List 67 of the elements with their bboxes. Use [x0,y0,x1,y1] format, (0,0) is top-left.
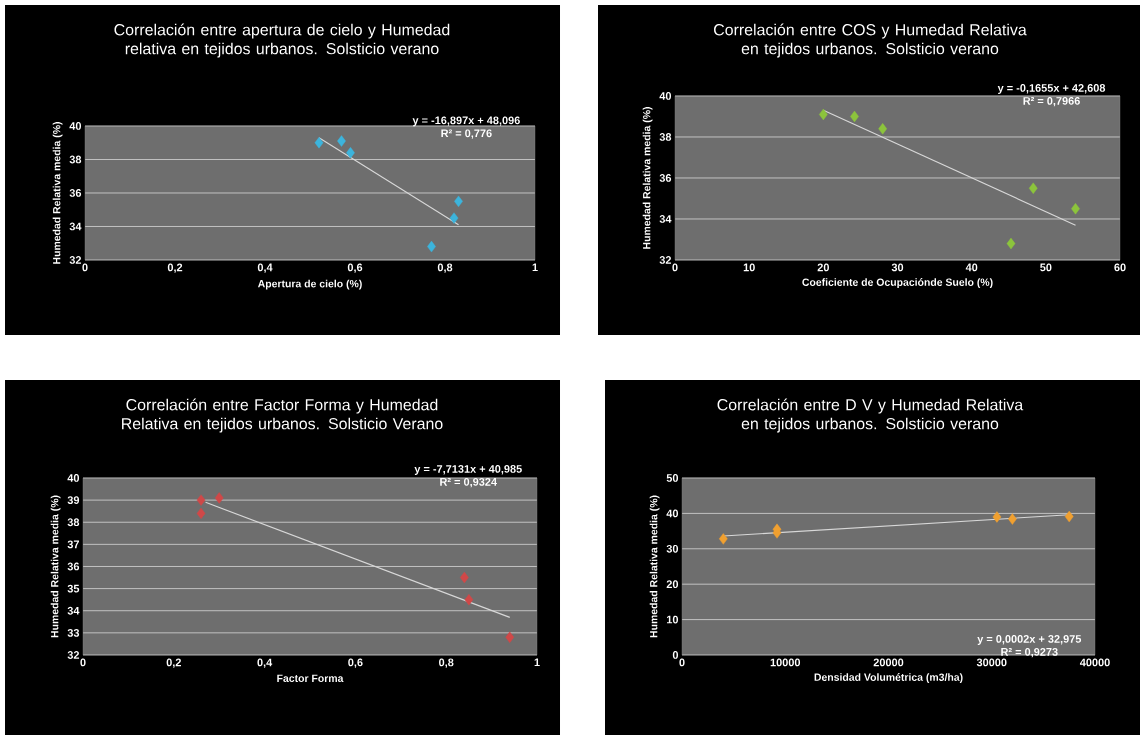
x-axis-title: Factor Forma [277,674,344,682]
x-axis-title: Densidad Volumétrica (m3/ha) [814,673,963,683]
text: y = -7,7131x + 40,985 [414,465,522,475]
x-axis-title: Apertura de cielo (%) [257,279,362,290]
x-tick-label: 20000 [873,658,904,667]
x-tick-label: 30000 [976,658,1007,667]
y-tick-label: 34 [659,215,672,223]
chart-title: Correlación entre apertura de cielo y Humedad relativa en tejidos urbanos. Solsticio verano [114,23,450,58]
x-tick-label: 0,6 [347,263,363,273]
x-tick-label: 40 [965,263,978,272]
y-axis-title: Humedad Relativa media (%) [50,495,61,638]
y-tick-label: 0 [672,651,679,659]
annotation: R² = 0,7966 [1023,97,1080,107]
y-tick-label: 50 [666,474,679,482]
y-tick-label: 38 [659,133,672,141]
y-tick-label: 38 [67,518,80,527]
x-tick-label: 30 [891,263,904,272]
y-tick-label: 30 [666,544,679,553]
annotation: R² = 0,776 [441,129,492,139]
y-tick-label: 36 [69,189,82,197]
x-tick-label: 60 [1114,263,1126,272]
x-tick-label: 0,4 [257,263,273,273]
y-tick-label: 35 [67,584,80,593]
x-tick-label: 1 [532,263,538,272]
y-tick-label: 34 [69,222,82,231]
x-tick-label: 50 [1040,263,1052,272]
x-tick-label: 0,8 [437,263,453,273]
y-tick-label: 36 [67,562,80,571]
x-tick-label: 20 [817,263,829,272]
x-tick-label: 0 [82,263,88,272]
y-axis-title: Humedad Relativa media (%) [649,495,660,638]
chart-title: Correlación entre Factor Forma y Humedad Relativa en tejidos urbanos. Solsticio Verano [122,398,443,433]
chart-title: Correlación entre D V y Humedad Relativa en tejidos urbanos. Solsticio verano [717,398,1024,433]
text: y = -0,1655x + 42,608 [997,84,1106,94]
x-tick-label: 40000 [1079,658,1110,667]
chart-title: Correlación entre COS y Humedad Relativa en tejidos urbanos. Solsticio verano [714,23,1027,58]
y-tick-label: 40 [666,509,679,518]
y-tick-label: 37 [67,540,79,549]
x-tick-label: 1 [534,658,540,667]
x-tick-label: 0,8 [439,658,454,668]
x-tick-label: 0,2 [166,658,181,668]
annotation: y = -16,897x + 48,096 [412,116,520,127]
x-axis-title: Coeficiente de Ocupaciónde Suelo (%) [802,278,993,288]
x-tick-label: 0,6 [348,658,363,668]
annotation: y = 0,0002x + 32,975 [977,635,1082,645]
y-tick-label: 32 [659,256,672,264]
y-axis-title: Humedad Relativa media (%) [642,107,653,249]
x-tick-label: 10000 [770,658,801,667]
y-tick-label: 32 [67,651,80,659]
y-tick-label: 40 [67,474,80,482]
annotation: R² = 0,9273 [1001,647,1058,658]
x-tick-label: 0,2 [167,263,183,273]
annotation: R² = 0,9324 [440,477,497,488]
x-tick-label: 0,4 [257,658,273,668]
y-tick-label: 36 [659,174,672,182]
y-tick-label: 40 [659,92,672,100]
y-tick-label: 40 [69,122,82,130]
y-tick-label: 10 [666,615,679,624]
y-tick-label: 38 [69,155,82,164]
y-tick-label: 39 [67,496,80,504]
x-tick-label: 0 [679,658,685,667]
x-tick-label: 10 [743,263,755,272]
y-tick-label: 34 [67,606,80,615]
y-tick-label: 32 [69,256,82,264]
y-tick-label: 20 [666,580,679,589]
y-axis-title: Humedad Relativa media (%) [52,122,63,264]
y-tick-label: 33 [67,628,80,637]
